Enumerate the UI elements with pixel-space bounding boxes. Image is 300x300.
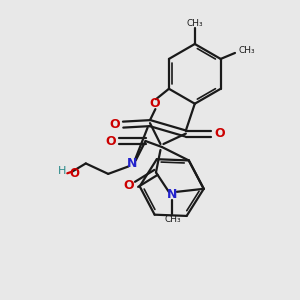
Text: O: O — [105, 134, 116, 148]
Text: O: O — [149, 97, 160, 110]
Text: N: N — [127, 157, 137, 170]
Text: O: O — [214, 127, 225, 140]
Text: CH₃: CH₃ — [164, 215, 181, 224]
Text: CH₃: CH₃ — [187, 20, 203, 28]
Text: O: O — [123, 179, 134, 192]
Text: CH₃: CH₃ — [238, 46, 255, 55]
Text: O: O — [70, 167, 80, 180]
Text: O: O — [110, 118, 120, 131]
Text: H: H — [58, 167, 67, 176]
Text: N: N — [167, 188, 178, 201]
